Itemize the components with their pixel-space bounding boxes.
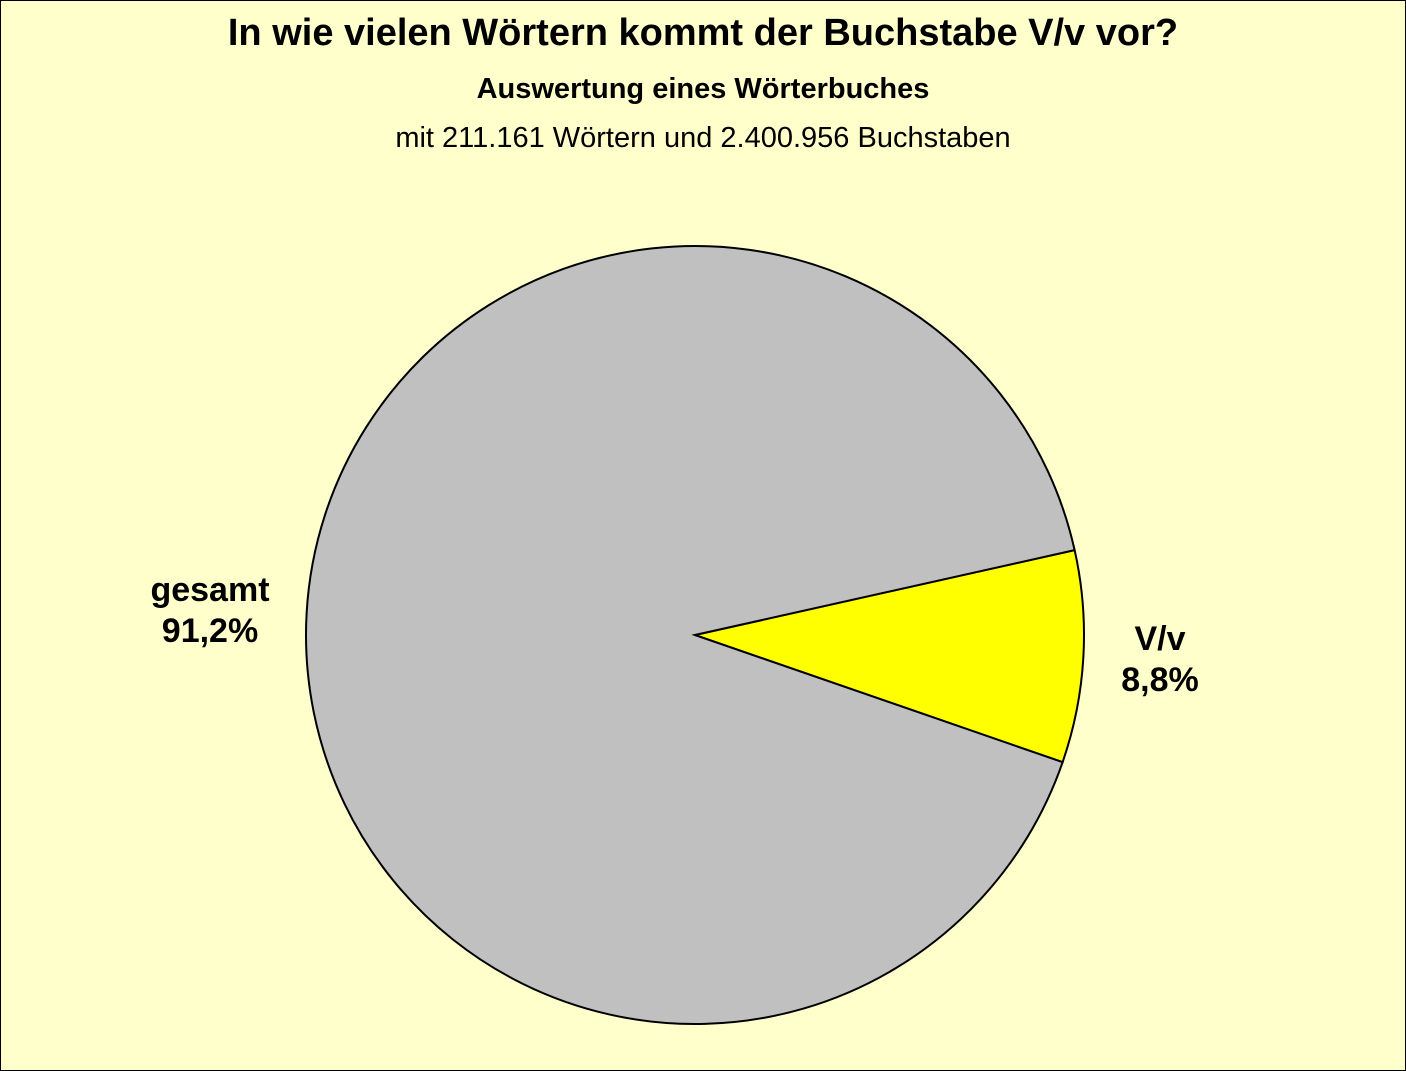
chart-subtitle: Auswertung eines Wörterbuches bbox=[476, 73, 930, 105]
pie-slice-v-v bbox=[691, 548, 1085, 764]
slice-label-vv: V/v 8,8% bbox=[1090, 619, 1230, 701]
slice-value-vv: 8,8% bbox=[1121, 661, 1199, 699]
chart-subtitle-2: mit 211.161 Wörtern und 2.400.956 Buchst… bbox=[395, 122, 1011, 154]
slice-value-gesamt: 91,2% bbox=[161, 612, 259, 650]
slice-name-vv: V/v bbox=[1134, 620, 1186, 658]
slice-name-gesamt: gesamt bbox=[150, 571, 270, 609]
chart-title: In wie vielen Wörtern kommt der Buchstab… bbox=[227, 12, 1179, 54]
slice-label-gesamt: gesamt 91,2% bbox=[120, 570, 300, 652]
pie-slice-gesamt bbox=[305, 245, 1076, 1025]
